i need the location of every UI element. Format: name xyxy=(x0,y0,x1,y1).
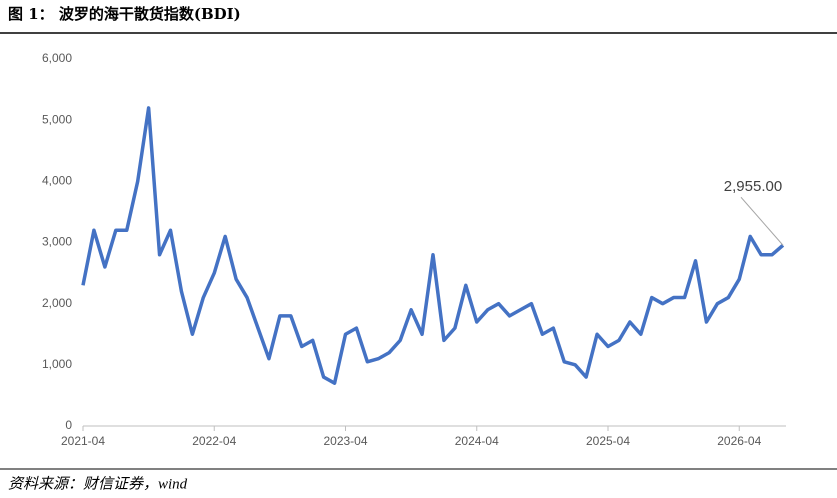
y-tick-label: 6,000 xyxy=(42,51,72,65)
annotation: 2,955.00 xyxy=(724,178,782,195)
y-tick-label: 5,000 xyxy=(42,112,72,126)
y-tick-label: 3,000 xyxy=(42,235,72,249)
x-tick-label: 2021-04 xyxy=(61,434,105,448)
annotation-leader xyxy=(740,196,784,246)
chart-title: 图 1： 波罗的海干散货指数(BDI) xyxy=(8,5,241,23)
x-tick-label: 2024-04 xyxy=(455,434,499,448)
y-tick-label: 0 xyxy=(65,418,72,432)
x-tick-label: 2025-04 xyxy=(586,434,630,448)
y-tick-label: 4,000 xyxy=(42,174,72,188)
source: 资料来源：财信证券，wind xyxy=(8,475,188,492)
y-tick-label: 1,000 xyxy=(42,357,72,371)
x-tick-label: 2026-04 xyxy=(717,434,761,448)
x-tick-label: 2023-04 xyxy=(323,434,367,448)
data-line xyxy=(81,106,785,385)
x-tick-label: 2022-04 xyxy=(192,434,236,448)
y-tick-label: 2,000 xyxy=(42,296,72,310)
